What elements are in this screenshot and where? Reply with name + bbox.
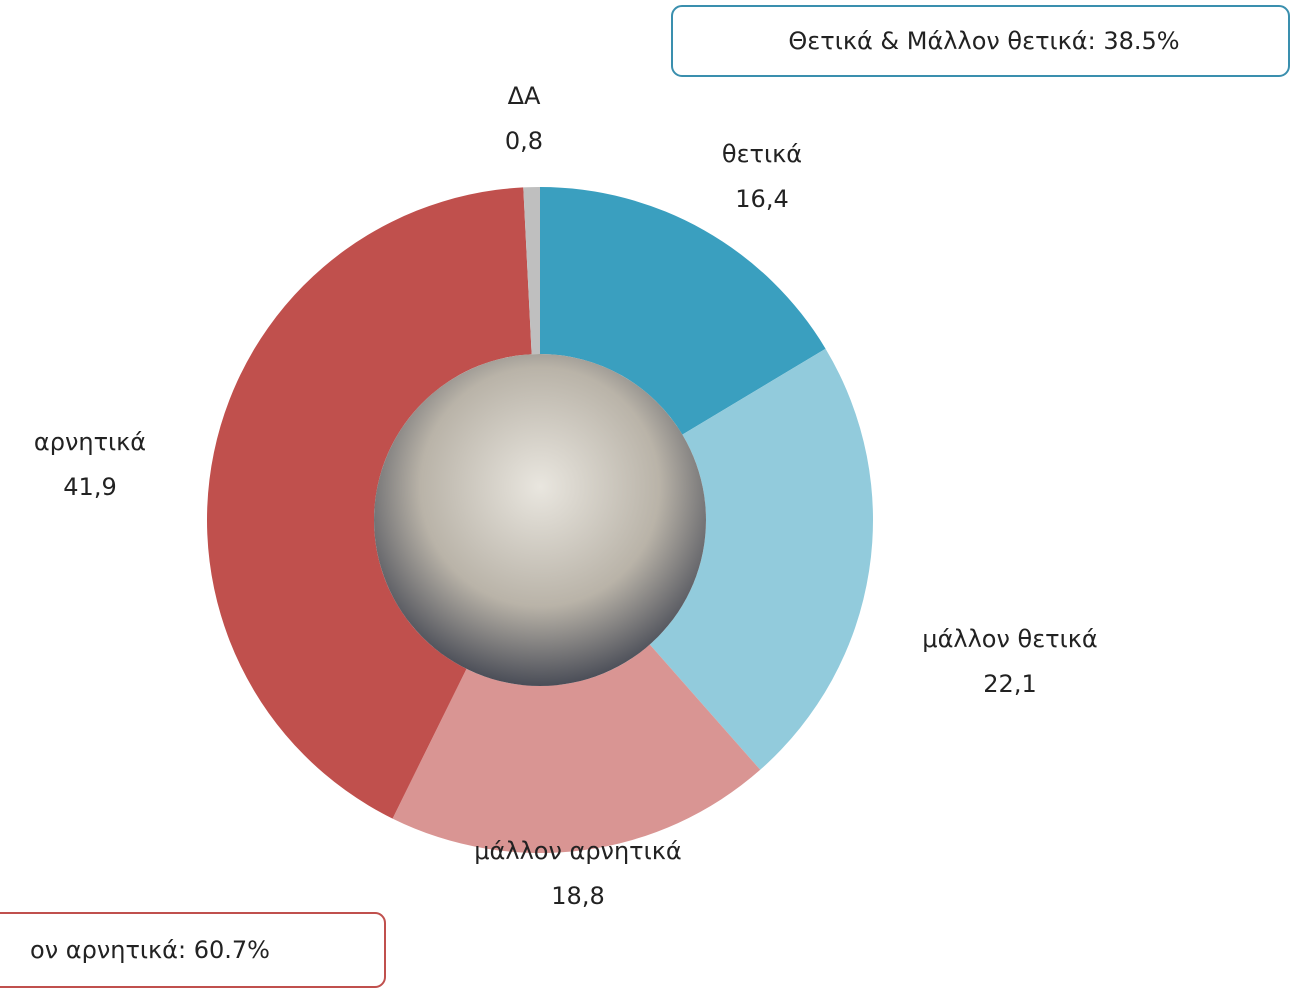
slice-label: μάλλον θετικά [922, 625, 1097, 653]
page: Θετικά & Μάλλον θετικά: 38.5% ον αρνητικ… [0, 0, 1291, 996]
value-label: 0,8 [505, 127, 543, 155]
slice-label: ΔΑ [508, 82, 541, 110]
annotation: ον αρνητικά: 60.7% [30, 936, 270, 964]
center-photo [374, 354, 706, 686]
value-label: 41,9 [63, 473, 116, 501]
value-label: 16,4 [735, 185, 788, 213]
slice-label: αρνητικά [34, 428, 146, 456]
value-label: 22,1 [983, 670, 1036, 698]
slice-label: μάλλον αρνητικά [474, 837, 681, 865]
annotation: Θετικά & Μάλλον θετικά: 38.5% [788, 27, 1179, 55]
chart: Θετικά & Μάλλον θετικά: 38.5% ον αρνητικ… [0, 0, 1291, 996]
value-label: 18,8 [551, 882, 604, 910]
slice-label: θετικά [722, 140, 802, 168]
